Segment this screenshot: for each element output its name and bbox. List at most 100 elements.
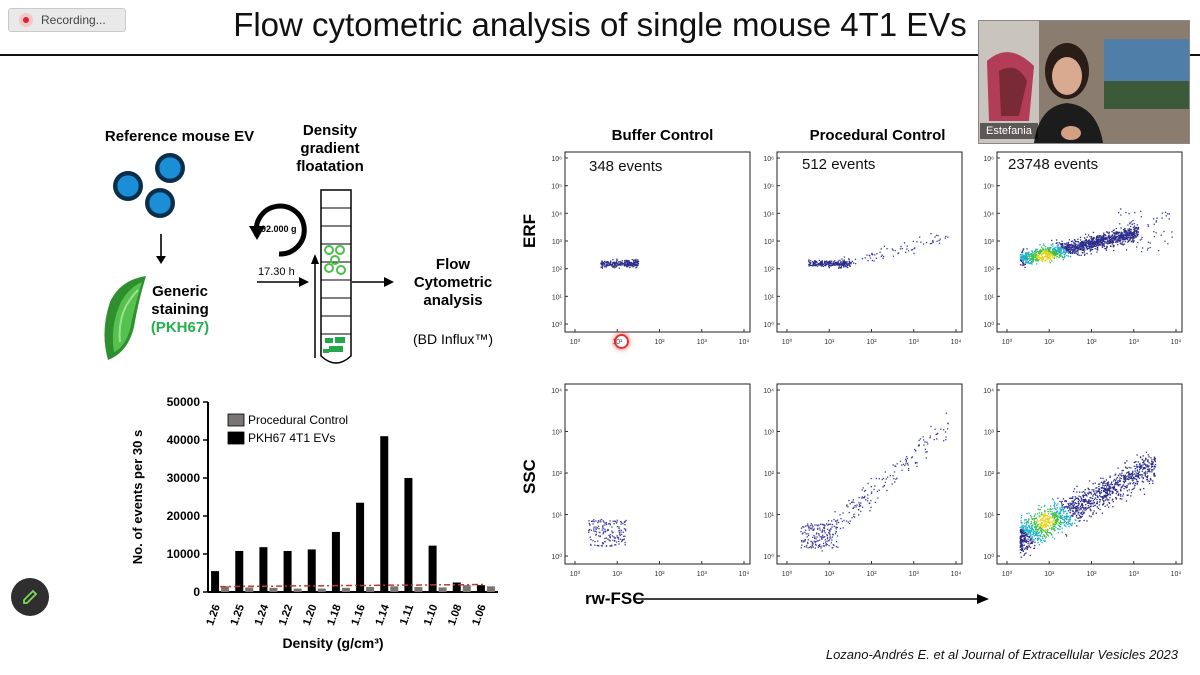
y-axis-label: No. of events per 30 s — [130, 430, 145, 564]
y-tick-label: 10⁵ — [551, 184, 562, 191]
x-tick-label: 10⁴ — [951, 339, 962, 346]
bar-procedural-control — [486, 586, 495, 592]
x-tick-label: 10¹ — [824, 571, 835, 578]
arrow-right-icon — [257, 277, 309, 287]
analysis-title-line-2: Cytometric — [413, 274, 493, 291]
y-tick-label: 10³ — [552, 430, 563, 437]
ev-particle — [145, 188, 175, 218]
x-tick-label: 10¹ — [1044, 339, 1055, 346]
x-axis-arrow-icon — [635, 594, 989, 604]
x-tick-label: 10² — [654, 339, 665, 346]
y-tick-label: 10² — [764, 267, 775, 274]
y-tick-label: 10² — [552, 267, 563, 274]
scatter-points — [800, 412, 949, 552]
citation: Lozano-Andrés E. et al Journal of Extrac… — [825, 647, 1178, 662]
y-tick-label: 10³ — [552, 239, 563, 246]
participant-video[interactable] — [978, 20, 1190, 144]
x-tick-label: 10³ — [909, 339, 920, 346]
annotate-button[interactable] — [11, 578, 49, 616]
x-tick-label: 1.24 — [253, 602, 272, 627]
x-tick-label: 10¹ — [1044, 571, 1055, 578]
ev-particle — [155, 153, 185, 183]
y-tick-label: 10⁴ — [551, 388, 562, 395]
event-count-label: 23748 events — [1008, 156, 1099, 173]
threshold-line — [220, 583, 486, 588]
legend-label: PKH67 4T1 EVs — [248, 431, 335, 445]
bar-procedural-control — [390, 586, 399, 592]
y-tick-label: 10¹ — [552, 513, 563, 520]
y-tick-label: 10⁰ — [551, 553, 562, 561]
ssc-plot-3: 10⁰ 10¹ 10² 10³ 10⁴ 10⁰ 10¹ 10² 10³ 10⁴ — [983, 383, 1183, 578]
y-tick-label: 40000 — [167, 433, 201, 447]
x-tick-label: 10² — [866, 339, 877, 346]
ssc-plot-1: 10⁰ 10¹ 10² 10³ 10⁴ 10⁰ 10¹ 10² 10³ 10⁴ — [551, 383, 751, 578]
scatter-points — [1019, 451, 1157, 558]
title-divider — [0, 54, 1200, 56]
x-tick-label: 1.06 — [470, 603, 489, 627]
x-tick-label: 10⁴ — [951, 571, 962, 578]
analysis-title-line-3: analysis — [423, 292, 483, 309]
x-tick-label: 10⁰ — [570, 570, 581, 578]
y-tick-label: 10⁵ — [763, 184, 774, 191]
erf-plot-3: 10⁰ 10¹ 10² 10³ 10⁴ 10⁵ 10⁶ 10⁰ 10¹ 10² 10³ 10⁴ — [983, 151, 1183, 346]
bar-pkh67 — [356, 502, 365, 592]
scatter-points — [588, 518, 627, 547]
plot-frame — [564, 151, 751, 333]
y-tick-label: 0 — [193, 585, 200, 599]
bar-pkh67 — [235, 550, 244, 592]
slide-title: Flow cytometric analysis of single mouse… — [233, 6, 967, 43]
x-tick-label: 10⁴ — [1171, 339, 1182, 346]
x-tick-label: 10³ — [697, 571, 708, 578]
bar-pkh67 — [331, 531, 340, 592]
x-tick-label: 10² — [654, 571, 665, 578]
bar-pkh67 — [380, 436, 389, 592]
y-tick-label: 10² — [984, 471, 995, 478]
x-tick-label: 1.20 — [301, 603, 320, 627]
x-tick-label: 10⁰ — [1002, 570, 1013, 578]
y-tick-label: 10⁰ — [551, 321, 562, 329]
plot-frame — [996, 383, 1183, 565]
column-header-procedural: Procedural Control — [809, 127, 946, 144]
x-tick-label: 1.14 — [373, 602, 392, 627]
ev-particle — [113, 171, 143, 201]
scatter-points — [1019, 208, 1173, 269]
legend-swatch — [227, 413, 245, 427]
dye-label: (PKH67) — [150, 319, 210, 336]
instrument-label: (BD Influx™) — [412, 331, 494, 347]
y-tick-label: 10⁴ — [763, 211, 774, 218]
bar-procedural-control — [317, 588, 326, 592]
x-tick-label: 1.16 — [349, 603, 368, 627]
x-tick-label: 10⁰ — [570, 338, 581, 346]
y-tick-label: 10⁶ — [983, 156, 994, 163]
ev-particles-icon — [113, 153, 185, 218]
record-icon — [19, 13, 33, 27]
density-title-line-2: gradient — [300, 140, 360, 157]
event-count-label: 512 events — [802, 156, 876, 173]
recording-indicator[interactable]: Recording... — [8, 8, 126, 32]
plot-frame — [564, 383, 751, 565]
x-tick-label: 10³ — [697, 339, 708, 346]
y-tick-label: 10² — [552, 471, 563, 478]
row-label-ssc: SSC — [520, 459, 539, 494]
bar-procedural-control — [438, 587, 447, 592]
x-axis-label-rwfsc: rw-FSC — [585, 589, 645, 608]
bar-pkh67 — [428, 545, 437, 592]
staining-line-1: Generic — [152, 283, 208, 300]
y-tick-label: 10⁶ — [551, 156, 562, 163]
y-tick-label: 10⁶ — [763, 156, 774, 163]
x-tick-label: 10² — [866, 571, 877, 578]
pencil-icon — [23, 589, 38, 604]
y-tick-label: 10⁰ — [763, 321, 774, 329]
laser-pointer-cursor — [614, 334, 629, 349]
arrow-right-icon-2 — [352, 277, 394, 287]
density-bar-chart: 0 10000 20000 30000 40000 50000 1.26 1.25 1.24 1.… — [130, 395, 498, 651]
recording-label: Recording... — [41, 13, 106, 27]
bar-pkh67 — [476, 585, 485, 592]
x-tick-label: 1.08 — [446, 603, 465, 627]
density-gradient-title: Density gradient floatation — [280, 122, 380, 176]
bar-pkh67 — [452, 582, 461, 592]
bar-procedural-control — [245, 587, 254, 592]
x-tick-label: 10³ — [1129, 339, 1140, 346]
x-tick-label: 10⁴ — [739, 339, 750, 346]
density-title-line-3: floatation — [296, 158, 364, 175]
